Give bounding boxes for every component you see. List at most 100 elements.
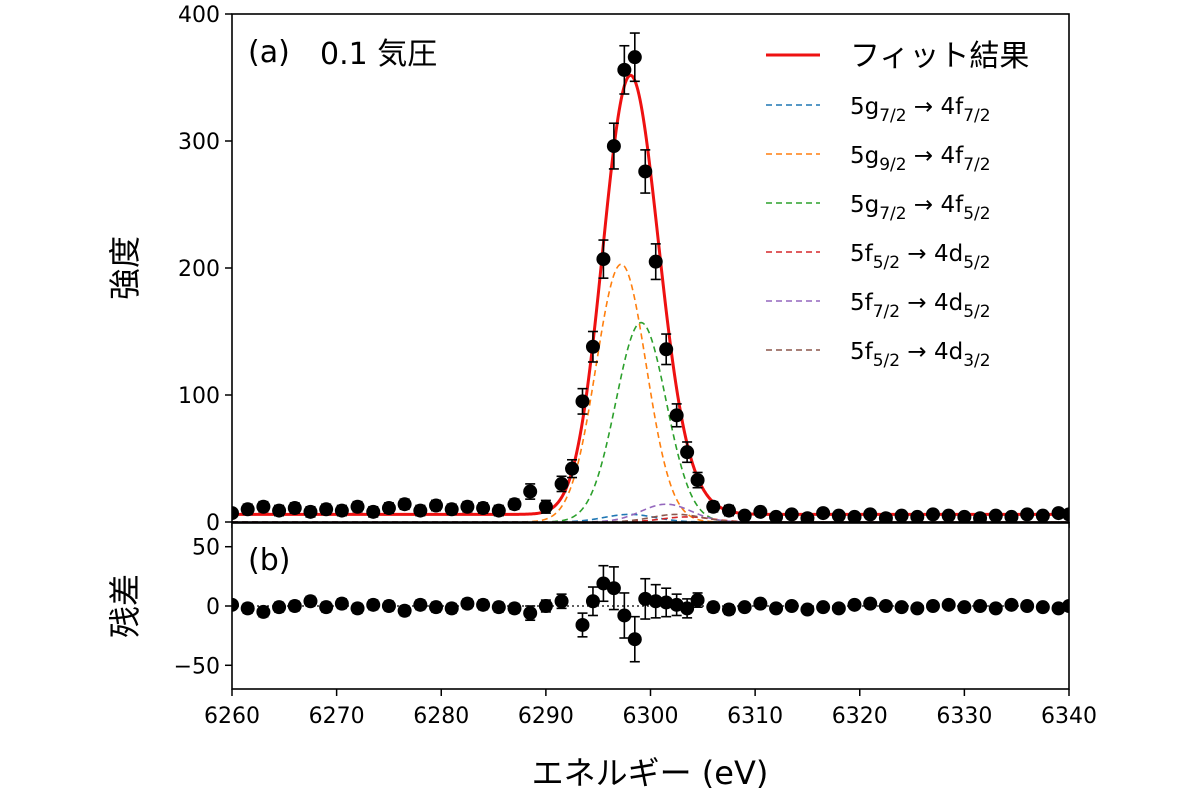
residual-point [256,604,271,619]
residual-point [429,600,444,615]
bottom-y-axis-label: 残差 [106,574,144,638]
residual-point [1004,597,1019,612]
residual-point [319,600,334,615]
data-point [1004,509,1019,522]
data-point [397,497,412,512]
data-point [737,508,752,522]
bottom-y-tick-label: 50 [192,536,220,561]
component-curve [232,503,1069,522]
data-point [460,499,475,514]
top-plot-frame [231,13,1070,523]
data-point [680,445,695,460]
residual-point [575,617,590,632]
data-point [847,509,862,522]
top-y-axis-label: 強度 [106,236,144,300]
data-point [941,508,956,522]
x-tick-label: 6270 [309,704,365,729]
data-point [910,509,925,522]
data-point [894,508,909,522]
residual-point [800,602,815,617]
residual-point [1062,599,1069,613]
residual-point [680,601,695,616]
data-point [366,504,381,519]
legend-label: 5g7/2 → 4f7/2 [850,94,991,126]
data-point [565,461,580,476]
residual-point [784,599,799,613]
data-point [507,497,522,512]
bottom-y-tick-label: −50 [174,654,220,679]
top-plot-area [232,14,1069,522]
residual-point [381,599,396,613]
data-point [784,507,799,522]
data-point [413,503,428,518]
data-point [319,502,334,517]
data-point [585,339,600,354]
residual-point [957,600,972,615]
residual-point [878,599,893,613]
data-point [973,511,988,522]
residual-point [617,608,632,623]
residual-point [690,593,705,608]
x-tick-label: 6300 [623,704,679,729]
top-y-tick-label: 200 [178,257,220,282]
x-tick-label: 6330 [936,704,992,729]
residual-point [627,632,642,647]
data-point [1035,508,1050,522]
legend-label: 5f5/2 → 4d5/2 [850,241,991,273]
residual-point [910,601,925,616]
residual-point [303,594,318,609]
data-point [523,484,538,499]
top-data-points [232,32,1069,522]
legend: フィット結果 5g7/2 → 4f7/2 5g9/2 → 4f7/2 5g7/2 → … [766,39,1029,371]
residual-point [413,597,428,612]
data-point [476,501,491,516]
top-y-tick-label: 100 [178,384,220,409]
x-tick-label: 6290 [518,704,574,729]
x-tick-label: 6340 [1041,704,1097,729]
top-y-ticks: 0 100 200 300 400 [178,3,1070,536]
x-axis-label: エネルギー (eV) [532,754,769,792]
x-tick-label: 6260 [204,704,260,729]
residual-point [769,601,784,616]
legend-label-fit: フィット結果 [850,39,1029,74]
data-point [706,499,721,514]
panel-label-a: (a) [248,35,290,70]
residual-point [638,591,653,606]
residual-point [894,600,909,615]
data-point [554,476,569,491]
data-point [753,504,768,519]
data-point [287,501,302,516]
data-point [240,502,255,517]
bottom-y-tick-label: 0 [206,595,220,620]
top-y-tick-label: 300 [178,130,220,155]
residual-point [648,594,663,609]
data-point [1062,507,1069,522]
data-point [863,507,878,522]
residual-point [444,601,459,616]
legend-label: 5g7/2 → 4f5/2 [850,192,991,224]
residual-point [706,600,721,615]
x-tick-label: 6310 [727,704,783,729]
x-tick-label: 6280 [413,704,469,729]
pressure-annotation: 0.1 気圧 [320,37,437,72]
x-tick-label: 6320 [832,704,888,729]
data-point [816,506,831,521]
residual-point [988,601,1003,616]
data-point [538,499,553,514]
data-point [381,501,396,516]
residual-point [366,597,381,612]
residual-point [831,601,846,616]
data-point [878,511,893,522]
residual-point [460,596,475,611]
residual-point [753,596,768,611]
residual-point [272,600,287,615]
top-y-tick-label: 400 [178,3,220,28]
residual-point [240,601,255,616]
data-point [429,498,444,513]
data-point [334,503,349,518]
residual-point [606,581,621,596]
data-point [596,252,611,267]
data-point [659,342,674,357]
data-point [303,504,318,519]
data-point [627,50,642,65]
